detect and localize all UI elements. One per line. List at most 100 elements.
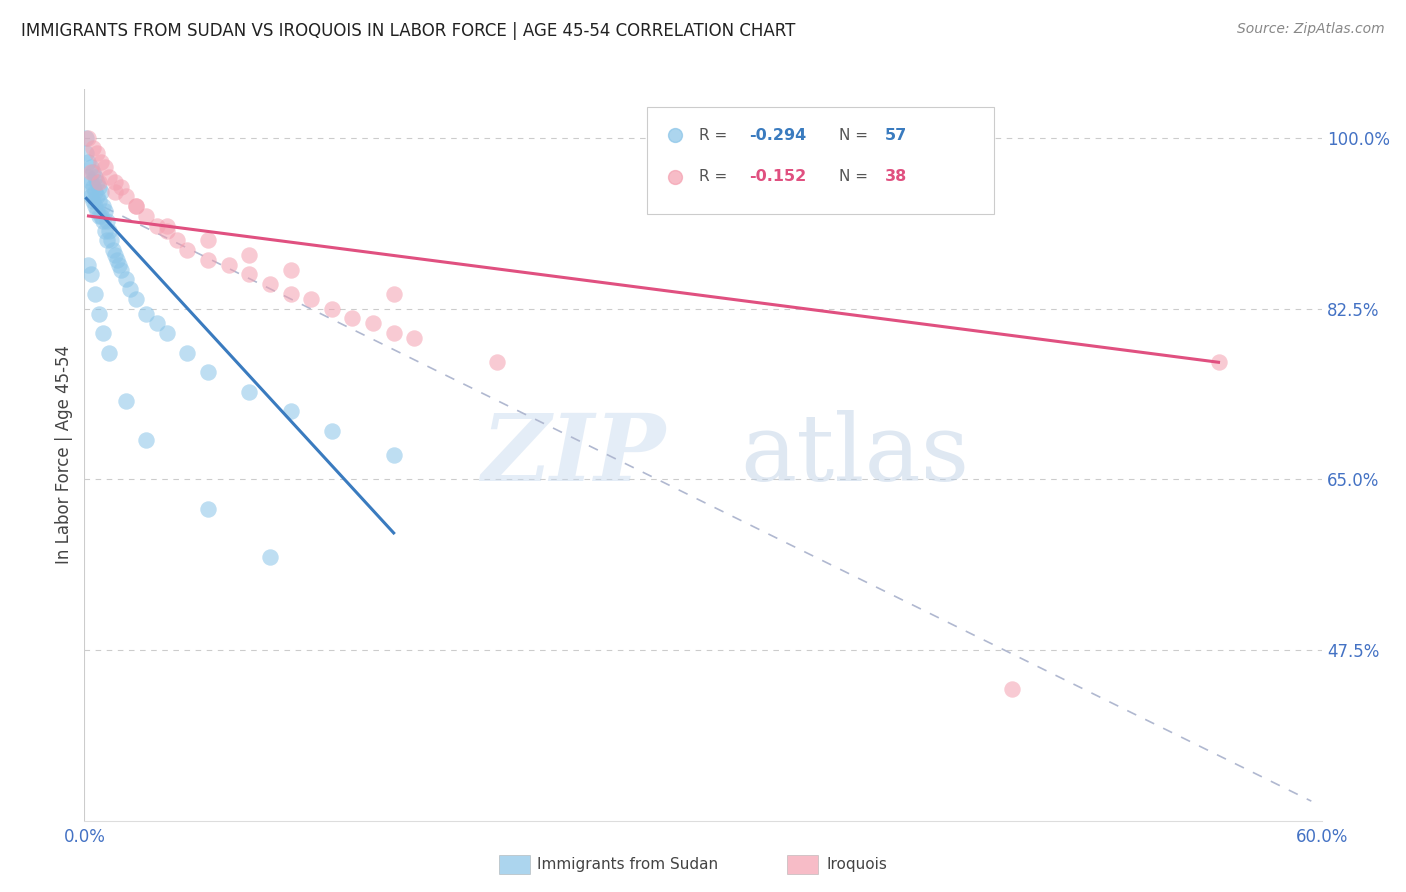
Point: [135, 306, 157, 320]
Point: [259, 550, 281, 565]
Point: [86, 175, 108, 189]
Point: [382, 448, 405, 462]
Text: R =: R =: [699, 128, 733, 143]
Point: [280, 287, 302, 301]
Point: [197, 233, 219, 247]
Point: [104, 175, 127, 189]
Point: [118, 282, 141, 296]
Point: [94, 160, 117, 174]
Point: [98, 224, 121, 238]
Point: [321, 301, 343, 316]
Point: [156, 219, 179, 233]
Text: -0.152: -0.152: [749, 169, 806, 185]
Point: [114, 394, 136, 409]
Point: [83, 169, 105, 184]
Point: [83, 185, 105, 199]
Text: Source: ZipAtlas.com: Source: ZipAtlas.com: [1237, 22, 1385, 37]
Point: [86, 189, 108, 203]
Bar: [647, 108, 994, 213]
Point: [1001, 681, 1024, 696]
Point: [77, 131, 100, 145]
Point: [280, 262, 302, 277]
Point: [299, 292, 322, 306]
Point: [91, 214, 114, 228]
Point: [87, 179, 110, 194]
Point: [94, 204, 117, 219]
Point: [114, 189, 136, 203]
Point: [342, 311, 364, 326]
Point: [79, 165, 101, 179]
Point: [280, 404, 302, 418]
Point: [125, 199, 148, 213]
Text: 38: 38: [884, 169, 907, 185]
Point: [90, 185, 112, 199]
Point: [166, 233, 188, 247]
Text: 57: 57: [884, 128, 907, 143]
Point: [83, 199, 105, 213]
Point: [77, 185, 100, 199]
Point: [79, 175, 101, 189]
Point: [108, 258, 131, 272]
Point: [87, 194, 110, 209]
Point: [145, 316, 167, 330]
Point: [91, 199, 114, 213]
Point: [79, 189, 101, 203]
Point: [218, 258, 240, 272]
Point: [77, 258, 100, 272]
Point: [82, 141, 104, 155]
Point: [90, 209, 112, 223]
Point: [135, 209, 157, 223]
Y-axis label: In Labor Force | Age 45-54: In Labor Force | Age 45-54: [55, 345, 73, 565]
Point: [77, 155, 100, 169]
Point: [125, 292, 148, 306]
Point: [96, 233, 118, 247]
Point: [176, 243, 198, 257]
Text: Immigrants from Sudan: Immigrants from Sudan: [537, 857, 718, 871]
Point: [75, 131, 97, 145]
Point: [197, 252, 219, 267]
Point: [197, 365, 219, 379]
Point: [156, 224, 179, 238]
Point: [114, 272, 136, 286]
Text: IMMIGRANTS FROM SUDAN VS IROQUOIS IN LABOR FORCE | AGE 45-54 CORRELATION CHART: IMMIGRANTS FROM SUDAN VS IROQUOIS IN LAB…: [21, 22, 796, 40]
Point: [1208, 355, 1230, 369]
Point: [238, 384, 260, 399]
Text: ZIP: ZIP: [482, 410, 666, 500]
Text: Iroquois: Iroquois: [827, 857, 887, 871]
Text: N =: N =: [839, 169, 873, 185]
Point: [87, 209, 110, 223]
Point: [382, 326, 405, 340]
Point: [238, 248, 260, 262]
Point: [98, 345, 121, 359]
Point: [110, 179, 132, 194]
Point: [87, 175, 110, 189]
Point: [1057, 193, 1080, 207]
Point: [404, 331, 426, 345]
Point: [82, 194, 104, 209]
Point: [86, 145, 108, 160]
Point: [259, 277, 281, 292]
Point: [103, 243, 125, 257]
Point: [77, 169, 100, 184]
Point: [96, 214, 118, 228]
Point: [79, 160, 101, 174]
Point: [90, 155, 112, 169]
Point: [197, 501, 219, 516]
Point: [485, 355, 508, 369]
Point: [87, 306, 110, 320]
Point: [79, 268, 101, 282]
Point: [91, 326, 114, 340]
Point: [105, 252, 128, 267]
Point: [82, 179, 104, 194]
Point: [125, 199, 148, 213]
Point: [1057, 248, 1080, 262]
Point: [104, 248, 127, 262]
Point: [82, 165, 104, 179]
Point: [238, 268, 260, 282]
Point: [156, 326, 179, 340]
Text: -0.294: -0.294: [749, 128, 806, 143]
Text: R =: R =: [699, 169, 733, 185]
Point: [321, 424, 343, 438]
Point: [176, 345, 198, 359]
Point: [382, 287, 405, 301]
